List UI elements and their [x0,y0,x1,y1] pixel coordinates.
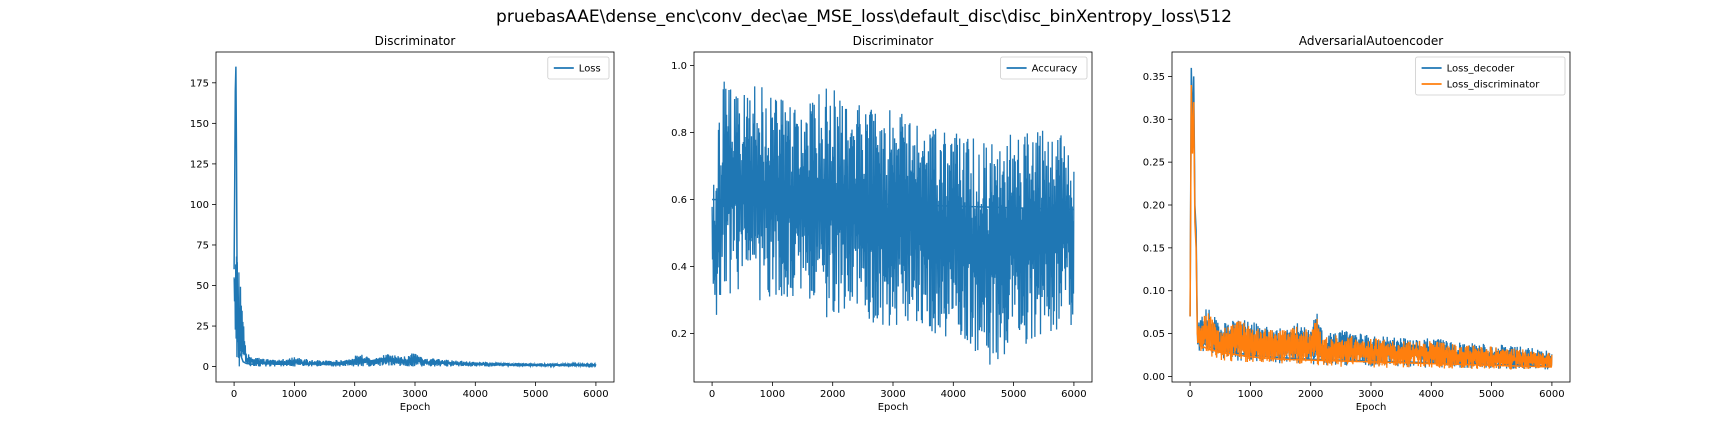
y-tick-label: 0.25 [1143,158,1165,169]
y-tick-label: 0.10 [1143,286,1165,297]
legend: Loss_decoder Loss_discriminator [1415,56,1566,96]
y-tick-label: 150 [190,119,209,130]
x-tick-label: 2000 [1298,389,1323,400]
x-tick-label: 1000 [282,389,307,400]
y-tick-label: 25 [196,322,209,333]
x-tick-label: 2000 [820,389,845,400]
y-tick-label: 0.6 [671,195,687,206]
y-tick-label: 0.30 [1143,115,1165,126]
x-tick-label: 6000 [1539,389,1564,400]
x-tick-label: 5000 [1479,389,1504,400]
y-tick-label: 0.15 [1143,243,1165,254]
x-tick-label: 6000 [1061,389,1086,400]
x-tick-label: 3000 [402,389,427,400]
plot-title: AdversarialAutoencoder [1299,34,1443,48]
x-tick-label: 4000 [463,389,488,400]
x-tick-label: 5000 [1001,389,1026,400]
x-axis-label: Epoch [400,402,431,413]
series-group [711,81,1075,365]
panel-discriminator-accuracy: Discriminator 0 1000 2000 3000 4000 5000 6000 0.… [671,34,1093,413]
figure-suptitle: pruebasAAE\dense_enc\conv_dec\ae_MSE_los… [496,7,1232,27]
legend-label: Accuracy [1032,64,1078,75]
legend-box [1415,56,1566,96]
y-tick-label: 0.05 [1143,329,1165,340]
y-tick-label: 0.20 [1143,201,1165,212]
plot-title: Discriminator [375,34,456,48]
x-tick-label: 3000 [880,389,905,400]
legend-box [547,56,610,80]
x-tick-label: 0 [231,389,237,400]
legend: Loss [547,56,610,80]
legend-box [1000,56,1088,80]
x-axis-label: Epoch [1356,402,1387,413]
y-tick-label: 100 [190,200,209,211]
y-tick-label: 1.0 [671,61,687,72]
series-loss-discriminator-oscillation [1196,313,1553,370]
y-tick-label: 175 [190,78,209,89]
plot-title: Discriminator [853,34,934,48]
x-tick-label: 2000 [342,389,367,400]
series-group [233,66,597,369]
x-tick-label: 4000 [941,389,966,400]
x-tick-label: 3000 [1358,389,1383,400]
y-tick-label: 0 [203,362,209,373]
y-tick-label: 75 [196,240,209,251]
x-tick-label: 0 [709,389,715,400]
y-tick-label: 0.4 [671,262,687,273]
legend-label: Loss_discriminator [1447,80,1541,91]
series-loss-decoder-oscillation [1196,309,1553,370]
x-axis-label: Epoch [878,402,909,413]
y-tick-label: 0.8 [671,128,687,139]
x-tick-label: 1000 [1238,389,1263,400]
y-tick-label: 125 [190,159,209,170]
y-tick-label: 0.35 [1143,72,1165,83]
panel-discriminator-loss: Discriminator 0 1000 2000 3000 4000 5000 6000 0 2… [190,34,615,413]
legend-label: Loss [579,64,601,75]
y-tick-label: 50 [196,281,209,292]
y-tick-label: 0.00 [1143,372,1165,383]
x-tick-label: 4000 [1419,389,1444,400]
legend-label: Loss_decoder [1447,64,1516,75]
x-tick-label: 6000 [583,389,608,400]
series-accuracy-oscillation [711,81,1075,365]
panel-adversarial-autoencoder: AdversarialAutoencoder 0 1000 2000 3000 4000 5… [1143,34,1571,413]
y-tick-label: 0.2 [671,329,687,340]
legend: Accuracy [1000,56,1088,80]
series-loss-oscillation [233,256,597,369]
series-group [1189,67,1553,370]
x-tick-label: 1000 [760,389,785,400]
x-tick-label: 5000 [523,389,548,400]
x-tick-label: 0 [1187,389,1193,400]
